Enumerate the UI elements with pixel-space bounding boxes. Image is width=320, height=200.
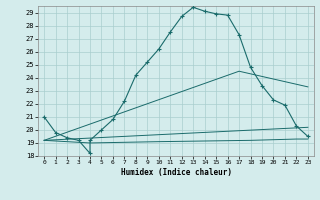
X-axis label: Humidex (Indice chaleur): Humidex (Indice chaleur) xyxy=(121,168,231,177)
